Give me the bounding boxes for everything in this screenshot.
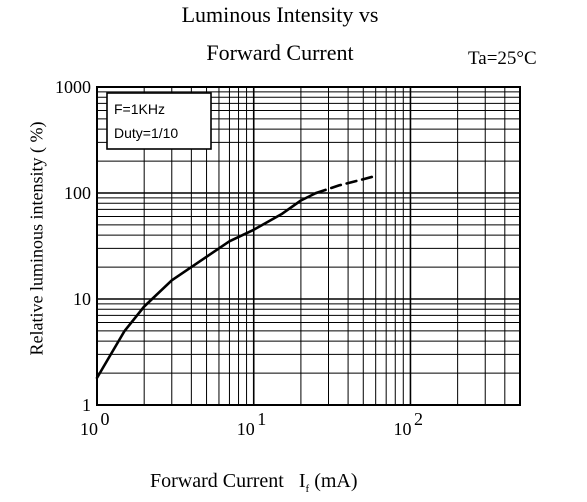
y-tick-label: 10 xyxy=(73,289,91,309)
temperature-condition: Ta=25°C xyxy=(468,48,537,69)
x-axis-label-symbol: I xyxy=(298,470,306,492)
series-curves xyxy=(95,174,378,380)
chart-title-line2: Forward Current xyxy=(206,40,354,65)
curve-solid-series xyxy=(95,191,318,380)
annotation-line: F=1KHz xyxy=(114,101,165,117)
annotation-box: F=1KHz Duty=1/10 xyxy=(106,92,212,150)
x-axis-label: Forward Current If (mA) xyxy=(150,470,358,495)
x-tick-label: 10 xyxy=(393,419,411,439)
annotation-line: Duty=1/10 xyxy=(114,125,178,141)
y-tick-label: 1000 xyxy=(55,77,91,97)
chart-title-line1: Luminous Intensity vs xyxy=(181,2,379,27)
x-tick-label: 10 xyxy=(80,419,98,439)
x-axis-label-subscript: f xyxy=(305,483,310,495)
annotation-frame xyxy=(106,92,212,150)
y-tick-label: 1 xyxy=(82,395,91,415)
x-tick-exponent: 1 xyxy=(257,409,266,429)
x-tick-label: 10 xyxy=(237,419,255,439)
x-axis-label-text: Forward Current xyxy=(150,470,284,492)
curve-dashed-series xyxy=(314,174,378,195)
x-tick-exponent: 0 xyxy=(101,409,110,429)
x-tick-exponent: 2 xyxy=(414,409,423,429)
plot-frame xyxy=(96,86,521,406)
y-tick-label: 100 xyxy=(64,183,91,203)
x-axis-label-unit: (mA) xyxy=(314,470,358,492)
